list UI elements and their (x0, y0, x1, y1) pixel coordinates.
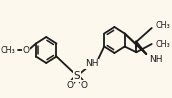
Text: O: O (23, 45, 30, 54)
Text: S: S (74, 71, 80, 81)
Text: CH₃: CH₃ (1, 45, 15, 54)
Text: NH: NH (85, 59, 98, 69)
Text: CH₃: CH₃ (155, 20, 170, 29)
Text: O: O (81, 80, 88, 89)
Text: NH: NH (149, 54, 163, 64)
Text: O: O (66, 80, 73, 89)
Text: CH₃: CH₃ (155, 39, 170, 49)
